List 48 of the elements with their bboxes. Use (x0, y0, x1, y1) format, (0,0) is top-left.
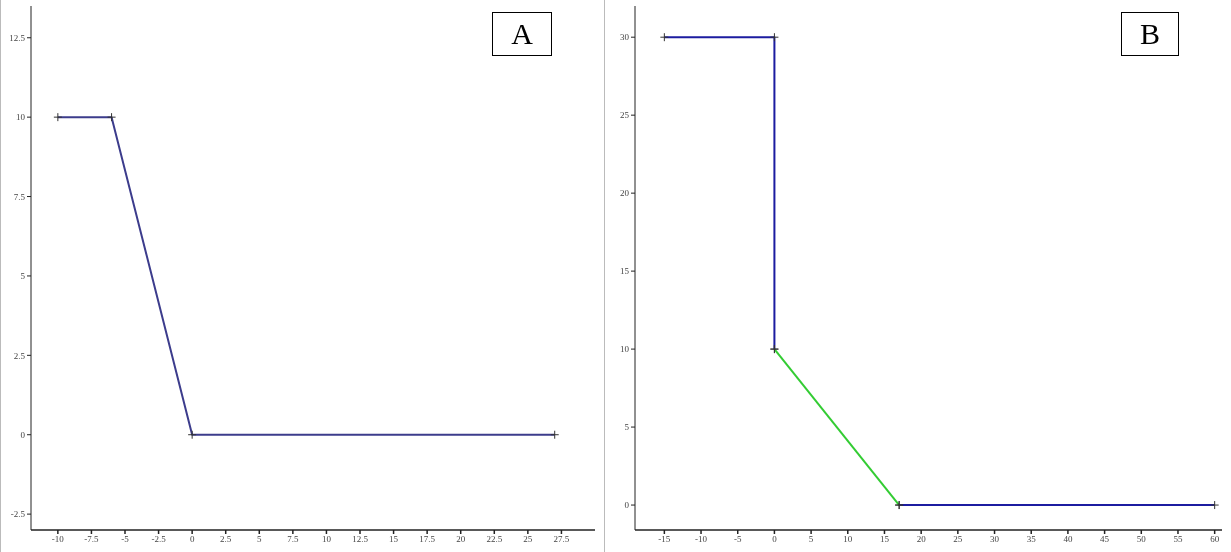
x-tick-label: -5 (733, 534, 742, 545)
y-tick-label: 25 (620, 110, 630, 121)
x-tick-label: 25 (523, 534, 533, 545)
x-tick-label: -10 (51, 534, 65, 545)
x-tick-label: 20 (916, 534, 927, 545)
x-tick-label: 50 (1136, 534, 1147, 545)
y-tick-label: 2.5 (13, 350, 26, 361)
y-tick-label: 5 (624, 422, 630, 433)
x-tick-label: 5 (257, 534, 263, 545)
y-tick-label: 7.5 (13, 191, 26, 202)
x-tick-label: 15 (389, 534, 399, 545)
x-tick-label: 0 (772, 534, 778, 545)
y-tick-label: 10 (620, 344, 630, 355)
x-tick-label: 10 (843, 534, 853, 545)
y-tick-label: 0 (624, 500, 630, 511)
x-tick-label: -15 (658, 534, 671, 545)
x-tick-label: 12.5 (352, 534, 369, 545)
annotation: B (1120, 12, 1179, 56)
y-tick-label: 20 (620, 188, 630, 199)
x-tick-label: 60 (1210, 534, 1220, 545)
y-tick-label: 5 (20, 271, 26, 282)
x-tick-label: 40 (1063, 534, 1073, 545)
y-tick-label: 15 (620, 266, 630, 277)
x-tick-label: 45 (1100, 534, 1110, 545)
x-tick-label: -10 (695, 534, 708, 545)
x-tick-label: 30 (990, 534, 1000, 545)
y-tick-label: -2.5 (10, 509, 26, 520)
x-tick-label: 2.5 (220, 534, 232, 545)
x-tick-label: 25 (953, 534, 963, 545)
x-tick-label: -5 (121, 534, 130, 545)
x-tick-label: 0 (189, 534, 195, 545)
x-tick-label: 7.5 (287, 534, 299, 545)
x-tick-label: 55 (1173, 534, 1183, 545)
y-tick-label: 30 (620, 32, 630, 43)
x-tick-label: 15 (879, 534, 890, 545)
x-tick-label: 17.5 (419, 534, 436, 545)
x-tick-label: 27.5 (553, 534, 570, 545)
y-tick-label: 12.5 (9, 32, 26, 43)
x-tick-label: 22.5 (486, 534, 503, 545)
x-tick-label: 20 (456, 534, 466, 545)
y-tick-label: 10 (16, 112, 26, 123)
x-tick-label: -7.5 (84, 534, 100, 545)
x-tick-label: 35 (1026, 534, 1037, 545)
y-tick-label: 0 (20, 429, 26, 440)
x-tick-label: 5 (808, 534, 814, 545)
annotation: A (492, 12, 552, 56)
x-tick-label: -2.5 (151, 534, 167, 545)
x-tick-label: 10 (321, 534, 332, 545)
